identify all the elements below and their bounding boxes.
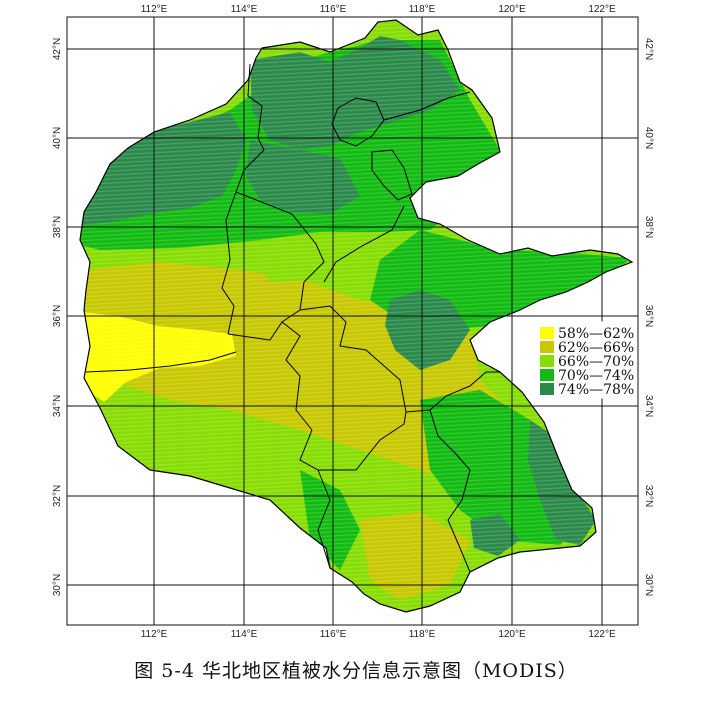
lat-label-right: 36°N xyxy=(643,305,654,327)
legend-swatch-70-74 xyxy=(540,369,554,381)
boundary-hebei-liaoning xyxy=(383,91,471,121)
legend-swatch-58-62 xyxy=(540,327,554,339)
lon-label-top: 116°E xyxy=(320,4,347,15)
lon-label-bottom: 114°E xyxy=(231,629,258,640)
lat-label-right: 40°N xyxy=(643,127,654,149)
graticule xyxy=(66,16,639,626)
map-frame xyxy=(66,16,639,626)
lat-label-left: 36°N xyxy=(52,305,63,327)
legend-label-62-66: 62%—66% xyxy=(558,340,634,356)
boundary-henan-shandong xyxy=(299,305,471,413)
boundary-hubei xyxy=(317,469,331,569)
legend-swatch-62-66 xyxy=(540,341,554,353)
lon-label-bottom: 116°E xyxy=(320,629,347,640)
boundary-hebei-shandong xyxy=(323,205,405,283)
lon-label-bottom: 118°E xyxy=(409,629,436,640)
lon-label-top: 118°E xyxy=(409,4,436,15)
lon-labels-top: 112°E 114°E 116°E 118°E 120°E 122°E xyxy=(141,4,616,15)
lat-label-left: 30°N xyxy=(52,574,63,596)
lon-label-top: 112°E xyxy=(141,4,168,15)
lat-label-left: 38°N xyxy=(52,216,63,238)
boundary-jiangsu-shandong xyxy=(469,371,500,387)
boundary-henan-anhui xyxy=(299,411,407,471)
lon-label-bottom: 112°E xyxy=(141,629,168,640)
legend-swatch-74-78 xyxy=(540,383,554,395)
legend: 58%—62% 62%—66% 66%—70% 70%—74% 74%—78% xyxy=(535,321,635,399)
lat-label-left: 40°N xyxy=(52,127,63,149)
boundary-beijing xyxy=(331,97,385,147)
legend-label-70-74: 70%—74% xyxy=(558,368,634,384)
lat-label-right: 38°N xyxy=(643,216,654,238)
legend-label-74-78: 74%—78% xyxy=(558,382,634,398)
lon-labels-bottom: 112°E 114°E 116°E 118°E 120°E 122°E xyxy=(141,629,616,640)
lat-label-right: 34°N xyxy=(643,395,654,417)
lat-label-left: 32°N xyxy=(52,485,63,507)
lon-label-top: 120°E xyxy=(498,4,526,15)
lon-label-top: 114°E xyxy=(231,4,258,15)
lat-label-right: 30°N xyxy=(643,574,654,596)
legend-label-66-70: 66%—70% xyxy=(558,354,634,370)
lat-labels-right: 42°N 40°N 38°N 36°N 34°N 32°N 30°N xyxy=(643,38,654,596)
boundary-tianjin xyxy=(371,149,413,201)
legend-swatch-66-70 xyxy=(540,355,554,367)
lat-label-right: 32°N xyxy=(643,485,654,507)
vegetation-water-map: 112°E 114°E 116°E 118°E 120°E 122°E 112°… xyxy=(52,4,654,640)
lat-label-left: 34°N xyxy=(52,395,63,417)
boundary-shaanxi-henan xyxy=(227,321,313,431)
boundary-shaanxi-south xyxy=(85,351,237,373)
lat-labels-left: 42°N 40°N 38°N 36°N 34°N 32°N 30°N xyxy=(52,38,63,596)
province-boundaries xyxy=(79,19,633,613)
lat-label-right: 42°N xyxy=(643,38,654,60)
lon-label-bottom: 120°E xyxy=(498,629,526,640)
lon-label-top: 122°E xyxy=(588,4,616,15)
boundary-inner-mongolia-hebei xyxy=(221,63,265,335)
lon-label-bottom: 122°E xyxy=(588,629,616,640)
lat-label-left: 42°N xyxy=(52,38,63,60)
legend-label-58-62: 58%—62% xyxy=(558,326,634,342)
boundary-anhui-jiangsu xyxy=(429,409,471,573)
figure-caption: 图 5-4 华北地区植被水分信息示意图（MODIS） xyxy=(134,660,578,682)
